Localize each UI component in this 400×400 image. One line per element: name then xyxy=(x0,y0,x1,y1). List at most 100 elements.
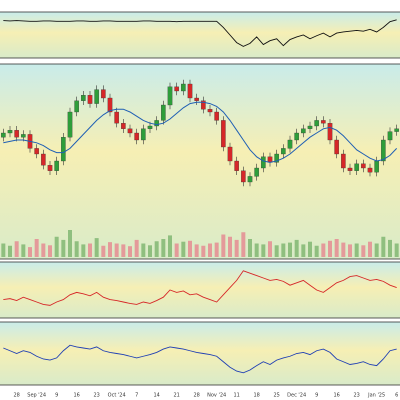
volume-bar xyxy=(114,243,119,257)
volume-bar xyxy=(108,242,112,257)
candle-body xyxy=(201,100,206,110)
x-tick-label: Oct '24 xyxy=(108,393,126,399)
x-tick-label: Nov '24 xyxy=(207,393,226,399)
x-tick-label: 18 xyxy=(253,393,259,399)
volume-bar xyxy=(221,234,226,257)
candle-body xyxy=(334,139,339,155)
volume-bar xyxy=(74,241,79,257)
volume-bar xyxy=(334,239,339,257)
candle-body xyxy=(214,111,219,121)
x-tick-label: 23 xyxy=(93,393,99,399)
x-tick-label: 21 xyxy=(173,393,179,399)
candle-body xyxy=(21,134,26,138)
candle-body xyxy=(107,97,113,113)
volume-bar xyxy=(268,241,272,257)
volume-bar xyxy=(134,239,139,257)
candle-body xyxy=(287,139,293,149)
indicator-line xyxy=(3,344,397,374)
volume-bar xyxy=(254,243,259,257)
candle-body xyxy=(74,100,79,113)
candle-body xyxy=(54,160,59,171)
x-tick-label: 6 xyxy=(395,393,398,399)
volume-bar xyxy=(81,244,86,257)
panel-background xyxy=(0,11,400,59)
x-tick-label: 28 xyxy=(13,393,19,399)
x-tick-label: 16 xyxy=(333,393,339,399)
candle-body xyxy=(134,132,139,141)
volume-bar xyxy=(261,244,266,257)
x-tick-label: 11 xyxy=(233,393,239,399)
volume-bar xyxy=(88,243,92,257)
candle-body xyxy=(47,165,53,171)
volume-bar xyxy=(214,242,219,257)
candle-body xyxy=(114,111,119,124)
candle-body xyxy=(41,153,46,166)
candle-body xyxy=(167,86,173,106)
volume-bar xyxy=(14,241,19,257)
volume-bar xyxy=(208,243,212,257)
volume-bar xyxy=(121,244,126,257)
panel-background xyxy=(0,63,400,260)
volume-bar xyxy=(248,239,252,257)
candle-body xyxy=(7,130,13,134)
volume-bar xyxy=(368,241,372,257)
volume-bar xyxy=(201,245,206,257)
volume-bar xyxy=(161,239,166,257)
volume-bar xyxy=(314,245,319,257)
volume-bar xyxy=(128,246,132,257)
candle-body xyxy=(254,167,259,177)
x-tick-label: 23 xyxy=(353,393,359,399)
volume-bar xyxy=(234,239,239,257)
volume-bar xyxy=(194,244,199,257)
volume-bar xyxy=(348,244,352,257)
x-tick-label: Sep '24 xyxy=(27,393,46,399)
volume-bar xyxy=(41,243,46,257)
candle-body xyxy=(221,120,226,148)
candle-body xyxy=(367,167,373,173)
volume-bar xyxy=(8,245,12,257)
candle-body xyxy=(241,170,246,183)
volume-bar xyxy=(354,243,359,257)
volume-bar xyxy=(154,241,159,257)
candle-body xyxy=(307,125,313,129)
indicator-line xyxy=(3,19,397,47)
candle-body xyxy=(234,160,239,171)
volume-bar xyxy=(228,236,232,257)
candle-body xyxy=(207,109,213,113)
volume-bar xyxy=(341,242,346,257)
candle-body xyxy=(14,130,19,138)
moving-average xyxy=(3,101,398,163)
volume-bar xyxy=(394,243,399,257)
candle-body xyxy=(261,156,266,169)
x-tick-label: 9 xyxy=(55,393,58,399)
volume-bar xyxy=(274,245,279,257)
x-tick-label: Jan '25 xyxy=(367,393,385,399)
volume-bar xyxy=(141,243,146,257)
volume-bar xyxy=(288,242,292,257)
candle-body xyxy=(354,163,359,171)
volume-bar xyxy=(328,240,332,257)
volume-bar xyxy=(321,243,326,257)
volume-bar xyxy=(241,232,246,257)
volume-bar xyxy=(1,243,6,257)
x-tick-label: 16 xyxy=(73,393,79,399)
candle-body xyxy=(67,111,73,138)
candle-body xyxy=(394,128,399,132)
candle-body xyxy=(181,83,186,92)
candle-body xyxy=(101,89,106,99)
x-tick-label: Dec '24 xyxy=(287,393,306,399)
candle-body xyxy=(281,148,286,155)
volume-bar xyxy=(34,239,39,257)
panel-background xyxy=(0,261,400,319)
volume-bar xyxy=(48,245,52,257)
x-tick-label: 7 xyxy=(135,393,138,399)
candle-body xyxy=(247,176,253,183)
indicator-line xyxy=(3,270,397,306)
candle-body xyxy=(381,139,386,162)
volume-bar xyxy=(68,230,72,257)
candle-body xyxy=(267,156,273,163)
volume-bar xyxy=(28,247,32,257)
candle-body xyxy=(361,163,366,169)
candle-body xyxy=(294,132,299,141)
